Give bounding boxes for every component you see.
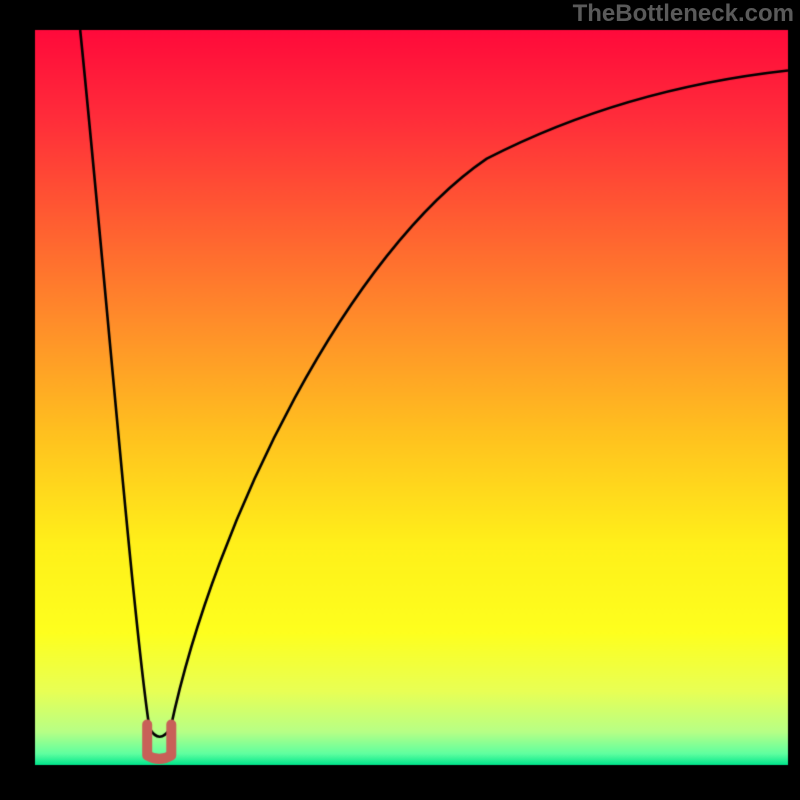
chart-container: TheBottleneck.com (0, 0, 800, 800)
bottleneck-chart-canvas (0, 0, 800, 800)
